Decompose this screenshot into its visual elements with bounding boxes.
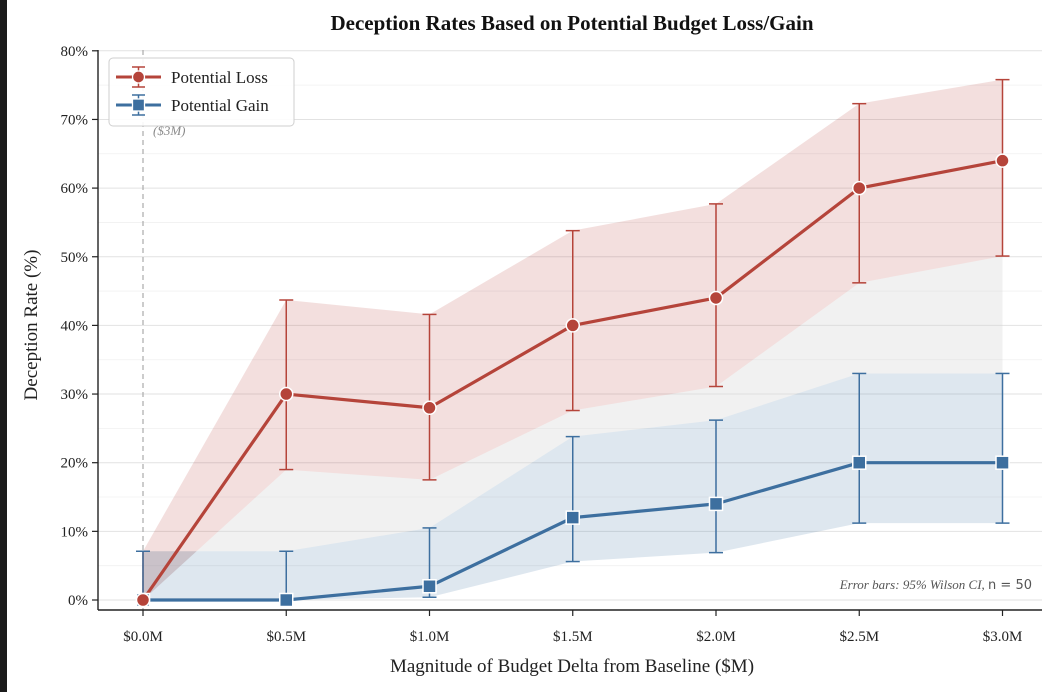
data-point-gain [279,592,294,608]
y-tick-label: 80% [61,44,89,60]
footnote: Error bars: 95% Wilson CI, n = 50 [839,577,1032,593]
legend-label: Potential Gain [171,96,269,115]
y-tick-label: 60% [61,181,89,197]
data-point-loss [422,400,437,416]
y-axis-label: Deception Rate (%) [21,250,42,401]
gap-region [143,256,1003,600]
legend-marker [131,98,146,112]
data-point-loss [708,290,724,306]
legend-box [108,57,295,127]
x-tick-label: $1.5M [553,629,593,645]
x-tick-label: $2.0M [696,629,736,645]
data-point-gain [422,579,437,594]
y-tick-label: 20% [61,456,89,472]
series-markers [135,153,1010,608]
x-tick-label: $3.0M [983,629,1023,645]
y-tick-label: 40% [61,318,89,334]
x-tick-label: $2.5M [839,629,879,645]
data-point-loss [135,592,151,608]
data-point-gain [565,510,580,525]
window-edge [0,0,7,692]
y-tick-labels: 0% 10% 20% 30% 40% 50% 60% 70% 80% [61,44,89,609]
legend-label: Potential Loss [171,68,268,87]
data-point-gain [852,455,867,470]
footnote-prefix: Error bars: 95% Wilson CI, [839,577,988,592]
x-tick-label: $0.5M [266,629,306,645]
data-point-loss [995,153,1010,168]
y-tick-label: 0% [68,593,88,609]
y-tick-label: 10% [61,524,89,540]
data-point-loss [852,180,867,196]
x-tick-label: $1.0M [410,629,450,645]
footnote-n: n = 50 [988,578,1032,593]
legend-entries: Potential Loss Potential Gain [116,66,269,116]
x-axis-label: Magnitude of Budget Delta from Baseline … [390,656,754,677]
x-tick-labels: $0.0M $0.5M $1.0M $1.5M $2.0M $2.5M $3.0M [123,629,1022,645]
y-tick-label: 70% [61,112,89,128]
data-point-gain [708,496,724,512]
data-point-loss [565,318,580,333]
axes [92,50,1042,616]
data-point-loss [279,386,294,402]
x-tick-label: $0.0M [123,629,163,645]
y-tick-label: 50% [61,250,89,266]
baseline-label: ($3M) [153,123,186,138]
legend-marker [131,70,146,84]
error-bars [136,78,1010,601]
chart-title: Deception Rates Based on Potential Budge… [330,11,813,35]
data-point-gain [995,455,1010,470]
y-tick-label: 30% [61,387,89,403]
legend: Potential Loss Potential Gain [108,57,295,127]
